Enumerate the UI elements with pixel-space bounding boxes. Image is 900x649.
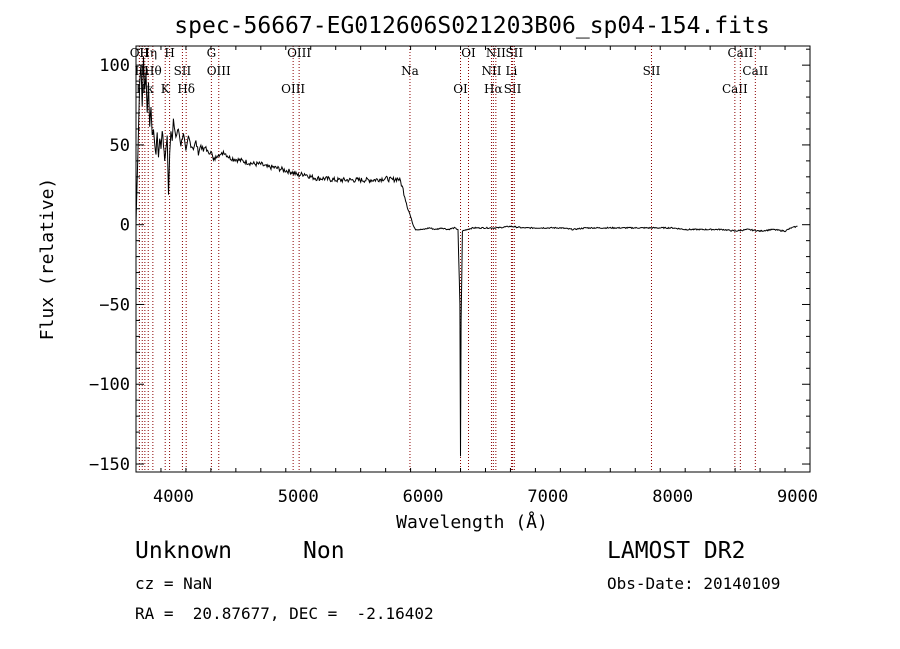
cz-label: cz = NaN <box>135 574 213 593</box>
line-label: G <box>207 46 217 60</box>
line-label: Hα <box>484 82 503 96</box>
y-axis: −150 −100 −50 0 50 100 <box>89 48 810 475</box>
y-tick-label: −100 <box>89 375 130 395</box>
subclass-label: Non <box>303 538 345 564</box>
y-tick-label: 0 <box>120 216 130 236</box>
survey-label: LAMOST DR2 <box>607 538 746 564</box>
line-label: NII <box>481 64 501 78</box>
line-label: OIII <box>281 82 305 96</box>
line-label: OIII <box>207 64 231 78</box>
y-tick-label: 50 <box>110 136 130 156</box>
y-axis-label: Flux (relative) <box>37 178 58 341</box>
obs-date-label: Obs-Date: 20140109 <box>607 574 781 593</box>
x-tick-label: 6000 <box>403 487 444 507</box>
y-tick-label: 100 <box>99 56 130 76</box>
line-label: NII <box>486 46 506 60</box>
line-label: OI <box>461 46 476 60</box>
emission-lines: OIIHιHκHηHθKHSIIHδGOIIIOIIIOIIINaOIOINII… <box>130 46 768 472</box>
line-label: H <box>164 46 174 60</box>
line-label: SII <box>505 46 523 60</box>
plot-frame <box>135 45 811 473</box>
line-label: Hη <box>139 46 157 60</box>
x-tick-label: 8000 <box>652 487 693 507</box>
line-label: Li <box>506 64 518 78</box>
y-tick-label: −50 <box>99 295 130 315</box>
line-label: CaII <box>722 82 748 96</box>
line-label: CaII <box>727 46 753 60</box>
line-label: Hθ <box>144 64 162 78</box>
x-axis: 4000 5000 6000 7000 8000 9000 <box>135 46 818 507</box>
x-axis-label: Wavelength (Å) <box>396 511 548 533</box>
line-label: CaII <box>742 64 768 78</box>
line-label: Hδ <box>177 82 195 96</box>
x-tick-label: 7000 <box>527 487 568 507</box>
line-label: SII <box>643 64 661 78</box>
y-tick-label: −150 <box>89 455 130 475</box>
line-label: OIII <box>287 46 311 60</box>
class-label: Unknown <box>135 538 232 564</box>
x-tick-label: 9000 <box>777 487 818 507</box>
line-label: OI <box>453 82 468 96</box>
line-label: K <box>161 82 171 96</box>
chart-title: spec-56667-EG012606S021203B06_sp04-154.f… <box>174 13 769 39</box>
x-tick-label: 4000 <box>153 487 194 507</box>
line-label: Na <box>401 64 419 78</box>
line-label: SII <box>504 82 522 96</box>
spectrum-series <box>135 56 798 457</box>
coords-label: RA = 20.87677, DEC = -2.16402 <box>135 604 434 623</box>
spectrum-line <box>135 56 798 457</box>
x-tick-label: 5000 <box>278 487 319 507</box>
line-label: SII <box>174 64 192 78</box>
